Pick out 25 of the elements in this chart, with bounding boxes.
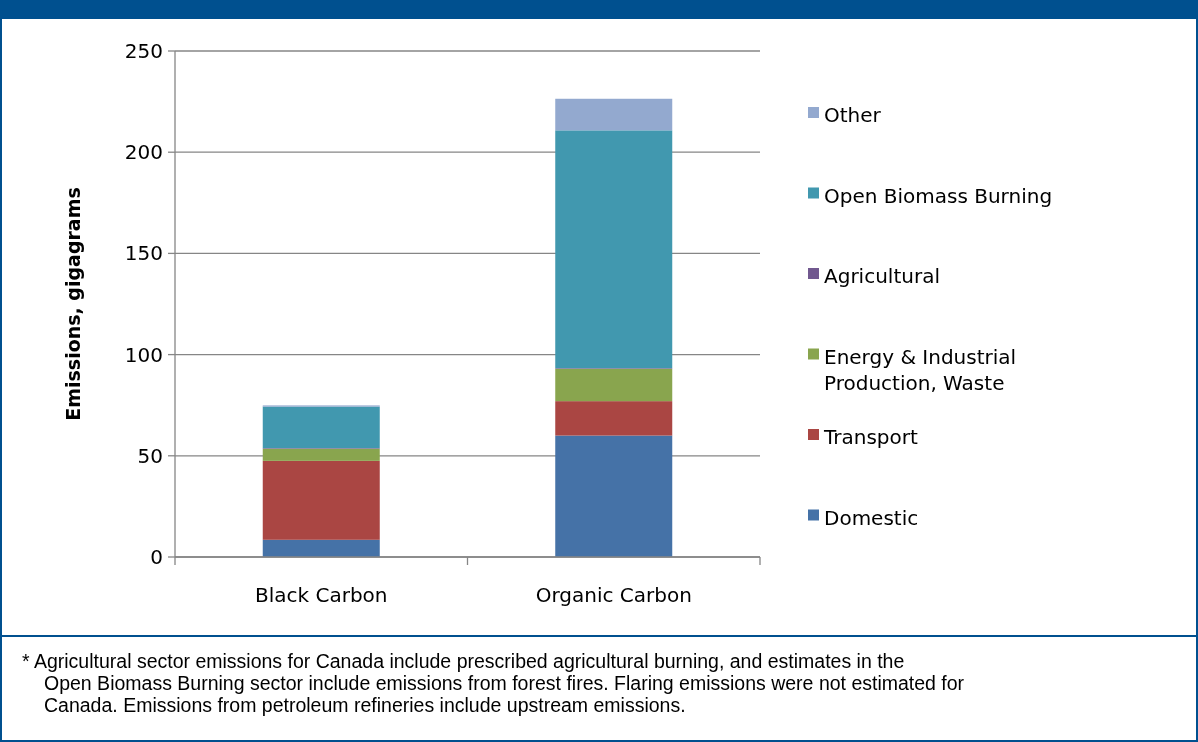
legend-label: Open Biomass Burning — [824, 183, 1053, 208]
bar — [555, 98, 673, 131]
y-tick-label: 0 — [150, 545, 163, 569]
bar — [555, 130, 673, 369]
y-tick-label: 50 — [137, 443, 163, 468]
legend-label: Transport — [823, 425, 919, 449]
bar — [555, 435, 673, 557]
bar — [262, 406, 380, 449]
y-tick-label: 250 — [124, 39, 163, 63]
legend-label: Other — [824, 103, 882, 127]
bar — [262, 448, 380, 461]
bar — [262, 460, 380, 540]
x-tick-label: Organic Carbon — [535, 583, 692, 607]
legend-label: Agricultural — [824, 264, 940, 288]
bar — [555, 368, 673, 402]
x-tick-label: Black Carbon — [254, 583, 388, 607]
bar — [262, 539, 380, 557]
y-tick-label: 100 — [124, 342, 163, 367]
bar — [555, 401, 673, 436]
y-tick-label: 150 — [124, 241, 163, 266]
legend-label: Domestic — [824, 505, 919, 530]
y-tick-label: 200 — [124, 140, 163, 165]
text: * Agricultural sector emissions for Canada include prescribed agricultural burning, and estimates in the Open Biomass Burning sector include emissions from forest fires. Flaring emissions were not estimated for Canada. Emissions from petroleum refineries include upstream emissions. — [22, 650, 965, 716]
legend-label: Energy & Industrial Production, Waste — [824, 344, 1017, 395]
y-axis-title: Emissions, gigagrams — [61, 187, 84, 421]
